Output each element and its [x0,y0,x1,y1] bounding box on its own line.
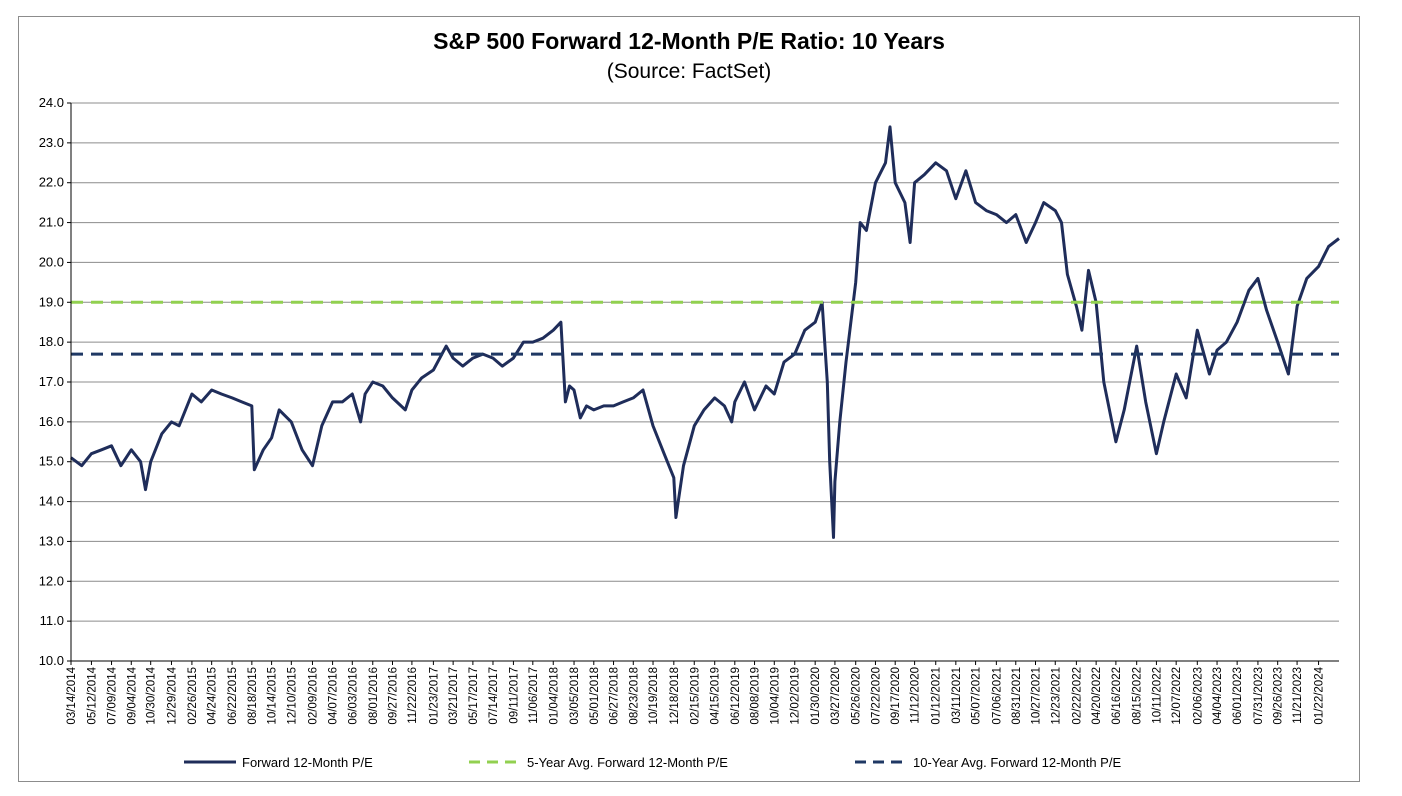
x-tick-label: 07/22/2020 [870,667,882,725]
chart-title: S&P 500 Forward 12-Month P/E Ratio: 10 Y… [433,28,945,54]
y-tick-label: 11.0 [40,613,64,628]
x-tick-label: 05/12/2014 [86,666,98,724]
x-tick-label: 03/14/2014 [66,666,78,724]
x-tick-label: 12/07/2022 [1171,667,1183,725]
series-line-forward-pe [70,125,1340,539]
x-tick-label: 02/09/2016 [307,667,319,725]
x-tick-label: 01/12/2021 [931,667,943,725]
x-tick-label: 01/22/2024 [1314,666,1326,724]
y-tick-label: 23.0 [39,135,64,150]
x-tick-label: 08/15/2022 [1132,667,1144,725]
chart-subtitle: (Source: FactSet) [607,60,772,83]
x-tick-label: 03/05/2018 [569,667,581,725]
series-layer [70,125,1340,539]
x-tick-label: 04/20/2022 [1091,667,1103,725]
x-tick-label: 05/17/2017 [468,667,480,725]
x-tick-label: 04/24/2015 [207,667,219,725]
x-tick-label: 02/06/2023 [1192,667,1204,725]
x-tick-label: 11/22/2016 [407,667,419,724]
x-tick-label: 12/10/2015 [286,667,298,725]
x-tick-label: 12/29/2014 [166,666,178,724]
x-axis-ticks: 03/14/2014 05/12/2014 07/09/2014 09/04/2014… [66,661,1326,725]
legend-label: 10-Year Avg. Forward 12-Month P/E [913,755,1121,770]
y-tick-label: 18.0 [39,334,64,349]
x-tick-label: 08/23/2018 [628,667,640,725]
x-tick-label: 10/11/2022 [1151,667,1163,724]
x-tick-label: 08/08/2019 [750,667,762,725]
x-tick-label: 12/02/2019 [790,667,802,725]
y-tick-label: 17.0 [39,374,64,389]
x-tick-label: 04/15/2019 [710,667,722,725]
x-tick-label: 10/04/2019 [769,667,781,725]
y-tick-label: 22.0 [39,175,64,190]
legend-label: Forward 12-Month P/E [242,755,373,770]
x-tick-label: 01/30/2020 [810,667,822,725]
x-tick-label: 06/01/2023 [1232,667,1244,725]
x-tick-label: 06/16/2022 [1111,667,1123,725]
y-tick-label: 20.0 [39,254,64,269]
y-tick-label: 24.0 [39,95,64,110]
x-tick-label: 12/23/2021 [1050,667,1062,725]
x-tick-label: 02/15/2019 [689,667,701,725]
y-tick-label: 19.0 [39,294,64,309]
x-tick-label: 07/06/2021 [991,667,1003,725]
x-tick-label: 05/07/2021 [971,667,983,725]
x-tick-label: 06/27/2018 [609,667,621,725]
x-tick-label: 05/01/2018 [589,667,601,725]
x-tick-label: 07/09/2014 [107,666,119,724]
x-tick-label: 09/26/2023 [1273,667,1285,725]
x-tick-label: 06/12/2019 [730,667,742,725]
y-tick-label: 15.0 [39,454,64,469]
chart-frame: S&P 500 Forward 12-Month P/E Ratio: 10 Y… [18,16,1360,782]
y-tick-label: 13.0 [39,533,64,548]
x-tick-label: 09/11/2017 [508,667,520,724]
x-tick-label: 07/31/2023 [1253,667,1265,725]
chart-svg: S&P 500 Forward 12-Month P/E Ratio: 10 Y… [39,28,1340,770]
x-tick-label: 12/18/2018 [669,667,681,725]
x-tick-label: 03/27/2020 [830,667,842,725]
x-tick-label: 10/30/2014 [146,666,158,724]
y-axis-ticks: 10.0 11.0 12.0 13.0 14.0 15.0 16.0 17.0 18.0 19.0… [39,95,71,668]
y-tick-label: 12.0 [39,573,64,588]
x-tick-label: 01/04/2018 [548,667,560,725]
x-tick-label: 08/01/2016 [368,667,380,725]
legend: Forward 12-Month P/E 5-Year Avg. Forward … [184,755,1121,770]
x-tick-label: 10/14/2015 [267,667,279,725]
y-tick-label: 21.0 [39,215,64,230]
legend-label: 5-Year Avg. Forward 12-Month P/E [527,755,728,770]
x-tick-label: 11/06/2017 [528,667,540,724]
x-tick-label: 08/18/2015 [247,667,259,725]
x-tick-label: 03/21/2017 [448,667,460,725]
x-tick-label: 10/19/2018 [648,667,660,725]
x-tick-label: 06/22/2015 [227,667,239,725]
x-tick-label: 10/27/2021 [1031,667,1043,725]
x-tick-label: 09/04/2014 [126,666,138,724]
x-tick-label: 04/07/2016 [328,667,340,725]
x-tick-label: 11/21/2023 [1292,667,1304,724]
x-tick-label: 05/26/2020 [851,667,863,725]
y-tick-label: 10.0 [39,653,64,668]
x-tick-label: 06/03/2016 [347,667,359,725]
x-tick-label: 04/04/2023 [1212,667,1224,725]
x-tick-label: 09/27/2016 [388,667,400,725]
x-tick-label: 09/17/2020 [890,667,902,725]
x-tick-label: 07/14/2017 [488,667,500,725]
x-tick-label: 02/26/2015 [187,667,199,725]
axes [70,103,1339,662]
y-tick-label: 14.0 [39,494,64,509]
y-tick-label: 16.0 [39,414,64,429]
gridlines [71,102,1339,662]
x-tick-label: 11/12/2020 [910,667,922,724]
x-tick-label: 08/31/2021 [1011,667,1023,725]
x-tick-label: 02/22/2022 [1071,667,1083,725]
x-tick-label: 01/23/2017 [428,667,440,725]
x-tick-label: 03/11/2021 [951,667,963,724]
